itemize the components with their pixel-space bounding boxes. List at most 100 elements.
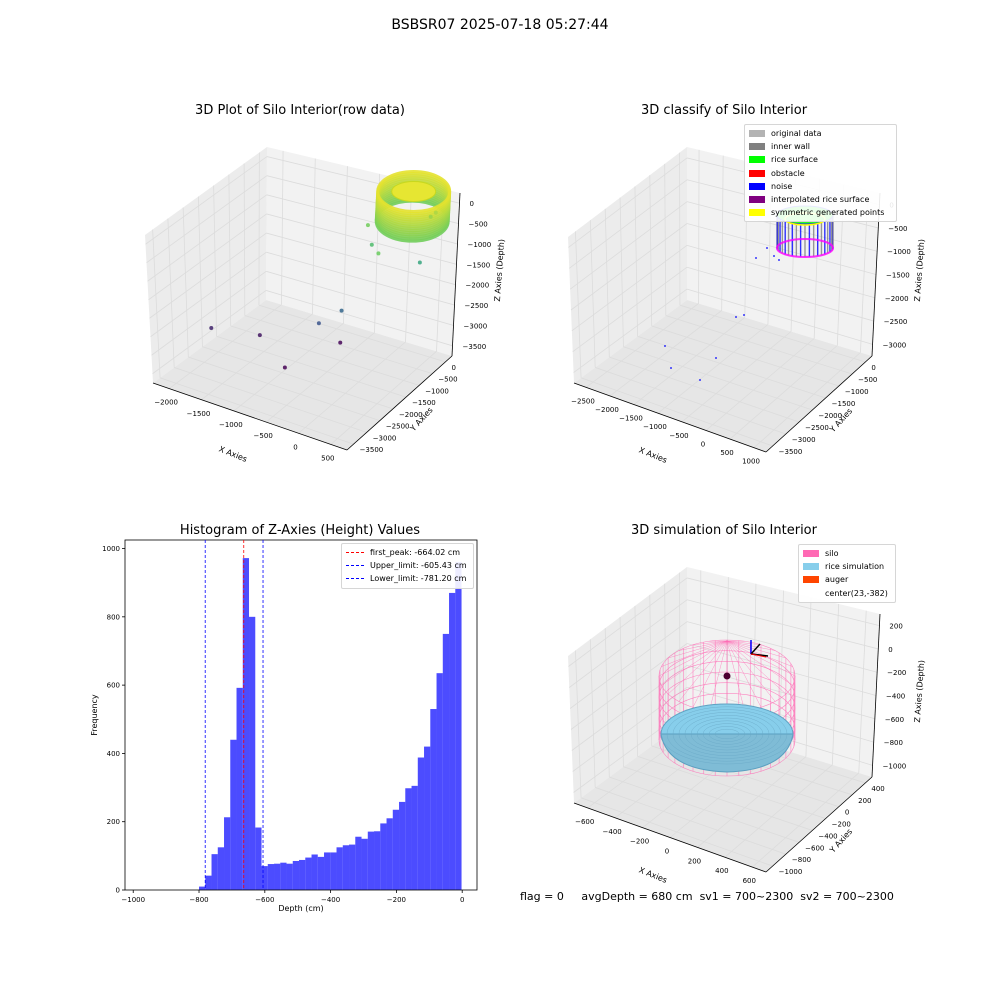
rice-ring-layer bbox=[375, 174, 451, 218]
z-tick-label: −3000 bbox=[464, 322, 488, 330]
grid-line bbox=[609, 310, 722, 397]
noise-point bbox=[715, 357, 717, 359]
grid-line bbox=[614, 731, 727, 819]
grid-line bbox=[595, 787, 787, 855]
legend-label: symmetric generated points bbox=[771, 208, 885, 218]
silo-roof-wire bbox=[692, 640, 728, 708]
y-axis-line bbox=[765, 355, 873, 453]
z-tick-label: 200 bbox=[889, 623, 902, 631]
silo-ring bbox=[658, 661, 796, 734]
grid-line bbox=[665, 315, 853, 375]
grid-line bbox=[152, 290, 267, 375]
x-tick-label: 400 bbox=[715, 867, 728, 875]
grid-line bbox=[570, 643, 688, 730]
histogram-bar bbox=[355, 836, 362, 890]
y-axis-label: Y Axies bbox=[827, 827, 854, 855]
silo-roof-wire bbox=[709, 640, 728, 711]
y-tick-label: −2500 bbox=[805, 424, 829, 432]
y-tick-label: −1500 bbox=[412, 399, 436, 407]
legend-entry: noise bbox=[749, 180, 892, 193]
silo-roof-wire bbox=[726, 640, 787, 695]
legend-label: first_peak: -664.02 cm bbox=[370, 548, 461, 558]
grid-line bbox=[149, 232, 267, 319]
grid-line bbox=[233, 323, 344, 412]
data-point bbox=[282, 365, 287, 370]
rice-mesh-ring bbox=[678, 712, 776, 756]
noise-point bbox=[670, 367, 672, 369]
grid-line bbox=[152, 229, 161, 378]
grid-line bbox=[698, 149, 700, 304]
legend-swatch bbox=[803, 590, 819, 597]
x-tick-label: −600 bbox=[255, 896, 274, 904]
rice-mesh-ring bbox=[690, 717, 764, 751]
data-point bbox=[428, 214, 433, 219]
grid-line bbox=[686, 621, 878, 673]
grid-line bbox=[686, 708, 873, 766]
legend-entry: rice simulation bbox=[803, 560, 891, 573]
interpolated-surface-ellipse bbox=[776, 238, 834, 258]
noise-point bbox=[755, 257, 757, 259]
y-tick-label: 0 bbox=[845, 809, 849, 817]
silo-roof-wire bbox=[692, 640, 728, 646]
x-tick-label: 500 bbox=[321, 454, 334, 462]
grid-line bbox=[595, 367, 787, 435]
x-tick-label: 500 bbox=[720, 449, 733, 457]
rice-ring-layer bbox=[376, 172, 452, 216]
grid-line bbox=[752, 583, 757, 741]
y-tick-label: 800 bbox=[107, 613, 120, 621]
grid-line bbox=[619, 617, 624, 767]
grid-line bbox=[167, 218, 175, 368]
x-tick-label: −200 bbox=[387, 896, 406, 904]
grid-line bbox=[633, 317, 746, 405]
y-tick-label: −500 bbox=[858, 376, 877, 384]
noise-point bbox=[699, 379, 701, 381]
y-tick-label: −800 bbox=[792, 856, 811, 864]
left-pane bbox=[145, 147, 267, 383]
legend-swatch bbox=[749, 196, 765, 204]
grid-line bbox=[568, 157, 688, 248]
rice-mesh-ring bbox=[660, 703, 794, 765]
grid-line bbox=[343, 166, 348, 324]
legend-entry: silo bbox=[803, 547, 891, 560]
grid-line bbox=[151, 270, 267, 356]
plot-title-raw-data: 3D Plot of Silo Interior(row data) bbox=[195, 103, 405, 118]
axes-box: −600−400−20002004006004002000−200−400−60… bbox=[568, 567, 926, 885]
data-point bbox=[316, 321, 321, 326]
silo-roof-wire bbox=[658, 640, 728, 677]
grid-line bbox=[721, 155, 724, 311]
rice-simulation-body bbox=[660, 733, 794, 773]
histogram-bar bbox=[217, 847, 225, 890]
rice-mesh-ring bbox=[702, 723, 752, 745]
grid-line bbox=[623, 346, 813, 411]
legend-label: auger bbox=[825, 575, 849, 585]
rice-ring-layer bbox=[374, 199, 450, 243]
grid-line bbox=[831, 603, 840, 765]
grid-line bbox=[148, 213, 267, 301]
grid-line bbox=[266, 175, 459, 224]
z-tick-label: −3000 bbox=[883, 341, 907, 349]
figure-title: BSBSR07 2025-07-18 05:27:44 bbox=[391, 17, 609, 33]
rice-ring-layer bbox=[375, 193, 451, 237]
y-tick-label: −2500 bbox=[386, 423, 410, 431]
grid-line bbox=[573, 288, 688, 373]
flag-text: flag = 0 bbox=[520, 890, 564, 903]
y-tick-label: −1000 bbox=[425, 387, 449, 395]
grid-line bbox=[265, 332, 375, 423]
grid-line bbox=[609, 356, 800, 423]
grid-line bbox=[665, 735, 853, 796]
y-tick-label: −2000 bbox=[399, 411, 423, 419]
silo-roof-wire bbox=[726, 640, 762, 646]
grid-line bbox=[649, 175, 653, 326]
histogram-bar bbox=[367, 831, 375, 890]
grid-line bbox=[651, 745, 839, 808]
grid-line bbox=[779, 590, 784, 749]
grid-line bbox=[699, 570, 702, 725]
y-tick-label: −3000 bbox=[792, 436, 816, 444]
grid-line bbox=[634, 605, 638, 757]
legend-entry: rice surface bbox=[749, 153, 892, 166]
x-tick-label: −2000 bbox=[154, 399, 178, 407]
grid-line bbox=[580, 797, 773, 867]
grid-line bbox=[679, 304, 866, 363]
floor-pane bbox=[574, 300, 872, 452]
x-tick-label: −1500 bbox=[619, 415, 643, 423]
